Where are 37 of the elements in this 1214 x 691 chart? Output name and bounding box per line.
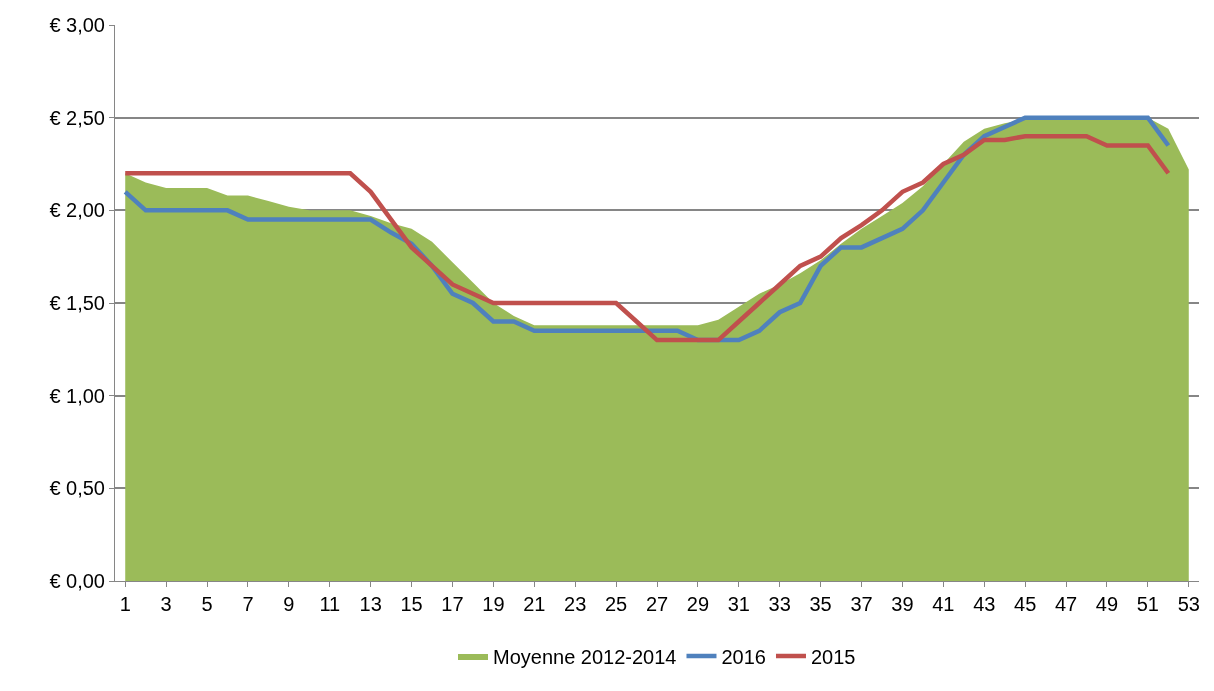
x-tick-label: 35 — [809, 593, 832, 615]
legend-label: Moyenne 2012-2014 — [493, 645, 677, 668]
x-tick-label: 43 — [973, 593, 996, 615]
x-tick-label: 45 — [1014, 593, 1037, 615]
y-tick-label: € 0,00 — [49, 570, 105, 592]
x-tick-label: 21 — [523, 593, 546, 615]
y-tick-label: € 3,00 — [49, 14, 105, 36]
x-tick-label: 9 — [283, 593, 295, 615]
x-tick-label: 51 — [1136, 593, 1159, 615]
x-tick-label: 25 — [604, 593, 628, 615]
x-tick-label: 5 — [201, 593, 213, 615]
y-tick-label: € 2,00 — [49, 199, 105, 222]
x-tick-label: 15 — [400, 593, 423, 615]
y-tick-label: € 2,50 — [49, 106, 105, 129]
x-tick-label: 29 — [686, 593, 710, 615]
y-tick-label: € 1,00 — [49, 384, 105, 407]
x-tick-label: 17 — [441, 593, 464, 615]
legend-label: 2015 — [810, 645, 856, 668]
x-tick-label: 49 — [1095, 593, 1119, 615]
x-tick-label: 31 — [727, 593, 750, 615]
legend-label: 2016 — [721, 645, 766, 668]
x-tick-label: 33 — [768, 593, 791, 615]
x-tick-label: 23 — [564, 593, 587, 615]
y-tick-label: € 1,50 — [49, 292, 105, 314]
y-tick-label: € 0,50 — [49, 477, 105, 500]
x-tick-label: 11 — [319, 593, 341, 615]
x-tick-label: 47 — [1054, 593, 1078, 615]
x-tick-label: 1 — [119, 593, 131, 615]
x-tick-label: 41 — [932, 593, 955, 615]
x-tick-label: 3 — [160, 593, 172, 615]
x-tick-label: 7 — [242, 593, 254, 615]
x-tick-label: 37 — [850, 593, 873, 615]
x-tick-label: 39 — [891, 593, 914, 615]
x-tick-label: 19 — [482, 593, 505, 615]
x-tick-label: 13 — [359, 593, 382, 615]
x-tick-label: 27 — [645, 593, 669, 615]
x-tick-label: 53 — [1177, 593, 1200, 615]
